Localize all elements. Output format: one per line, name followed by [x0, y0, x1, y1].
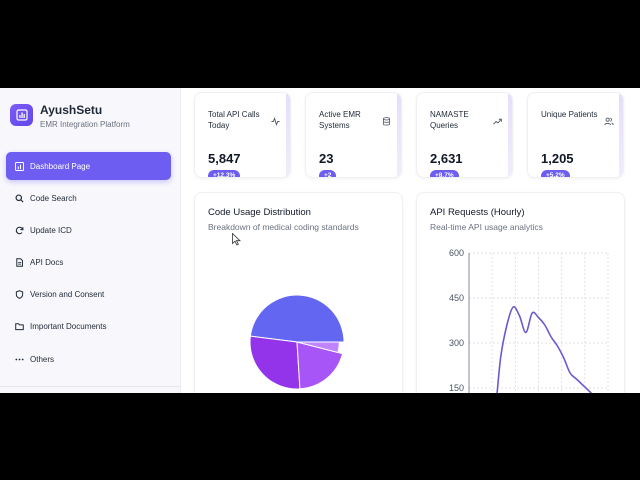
stat-title: Total API Calls Today — [208, 110, 260, 130]
stat-badge: +8.7% — [430, 170, 459, 177]
folder-icon — [14, 322, 24, 332]
stat-badge: +12.3% — [208, 170, 241, 177]
panel-subtitle: Breakdown of medical coding standards — [208, 222, 359, 232]
stat-title: Active EMR Systems — [319, 110, 361, 130]
stat-value: 1,205 — [541, 151, 574, 166]
stat-title: NAMASTE Queries — [430, 110, 469, 130]
sidebar-item-label: API Docs — [30, 258, 64, 268]
stat-card-api-calls[interactable]: Total API Calls Today 5,847 +12.3% — [194, 92, 291, 178]
y-tick-label: 150 — [449, 383, 464, 393]
more-icon — [14, 354, 24, 364]
stat-card-unique-patients[interactable]: Unique Patients 1,205 +5.2% — [527, 92, 624, 178]
y-tick-label: 450 — [449, 293, 464, 303]
search-icon — [14, 193, 24, 203]
trending-up-icon — [493, 113, 503, 125]
sidebar-nav: Dashboard Page Code Search Update ICD AP… — [6, 152, 171, 377]
sidebar-item-label: Important Documents — [30, 322, 107, 332]
sidebar-item-update-icd[interactable]: Update ICD — [6, 216, 171, 244]
sidebar-item-important-documents[interactable]: Important Documents — [6, 313, 171, 341]
bar-chart-icon — [10, 104, 33, 126]
sidebar-item-label: Version and Consent — [30, 290, 105, 300]
pie-slice — [249, 294, 345, 343]
api-requests-panel: API Requests (Hourly) Real-time API usag… — [416, 192, 625, 393]
panel-title: Code Usage Distribution — [208, 207, 311, 218]
brand-subtitle: EMR Integration Platform — [40, 120, 130, 129]
refresh-icon — [14, 225, 24, 235]
document-icon — [14, 258, 24, 268]
shield-icon — [14, 290, 24, 300]
sidebar: AyushSetu EMR Integration Platform Dashb… — [0, 88, 181, 393]
app-window: AyushSetu EMR Integration Platform Dashb… — [0, 88, 640, 393]
sidebar-divider — [0, 386, 181, 387]
series-line — [496, 305, 593, 393]
sidebar-item-code-search[interactable]: Code Search — [6, 184, 171, 212]
stat-card-emr-systems[interactable]: Active EMR Systems 23 +2 — [305, 92, 402, 178]
sidebar-item-label: Others — [30, 354, 55, 364]
sidebar-item-api-docs[interactable]: API Docs — [6, 249, 171, 277]
stat-value: 5,847 — [208, 151, 241, 166]
brand-name: AyushSetu — [40, 103, 103, 117]
pie-slice — [296, 341, 344, 390]
stat-card-namaste-queries[interactable]: NAMASTE Queries 2,631 +8.7% — [416, 92, 513, 178]
pie-chart — [249, 294, 345, 390]
activity-icon — [271, 113, 281, 126]
code-usage-panel: Code Usage Distribution Breakdown of med… — [194, 192, 403, 393]
sidebar-item-dashboard[interactable]: Dashboard Page — [6, 152, 171, 180]
sidebar-item-label: Update ICD — [30, 225, 72, 235]
stat-title: Unique Patients — [541, 110, 598, 119]
stat-value: 23 — [319, 151, 334, 166]
y-tick-label: 600 — [449, 248, 464, 258]
stat-badge: +5.2% — [541, 170, 570, 177]
stat-badge: +2 — [319, 170, 337, 177]
pie-slice — [249, 335, 301, 390]
users-icon — [604, 113, 614, 126]
sidebar-item-label: Dashboard Page — [30, 161, 91, 171]
panel-subtitle: Real-time API usage analytics — [430, 222, 543, 232]
line-chart: 600 450 300 150 — [449, 248, 609, 393]
sidebar-item-others[interactable]: Others — [6, 345, 171, 373]
panel-title: API Requests (Hourly) — [430, 207, 525, 218]
pie-slice — [296, 341, 340, 354]
stat-value: 2,631 — [430, 151, 463, 166]
dashboard-icon — [14, 161, 24, 171]
database-icon — [382, 113, 392, 126]
mouse-cursor-icon — [232, 233, 241, 246]
y-tick-label: 300 — [449, 338, 464, 348]
sidebar-item-label: Code Search — [30, 193, 77, 203]
brand: AyushSetu EMR Integration Platform — [10, 104, 130, 129]
sidebar-item-version-consent[interactable]: Version and Consent — [6, 281, 171, 309]
